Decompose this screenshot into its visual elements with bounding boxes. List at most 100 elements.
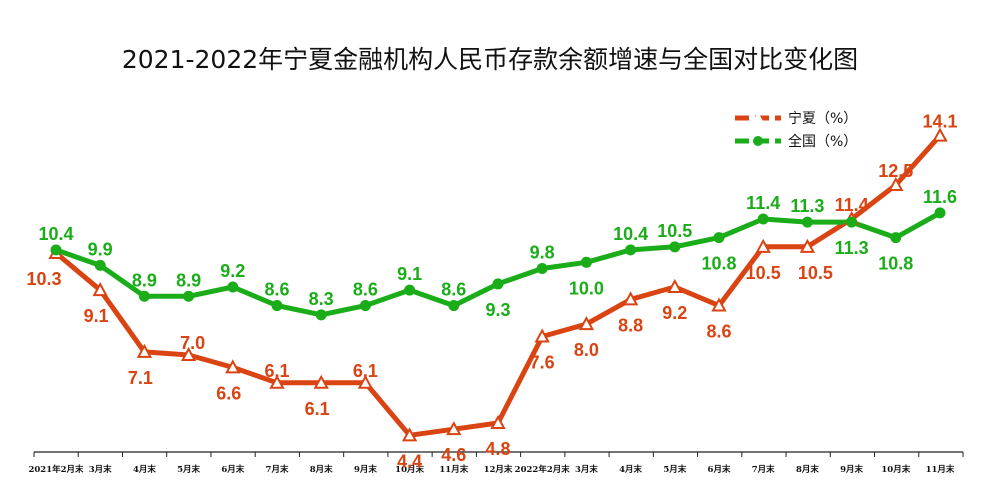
legend-label-national: 全国（%） [788,133,857,150]
data-label-ningxia: 6.1 [353,361,378,381]
data-label-national: 10.5 [657,221,692,241]
x-tick-label: 2022年2月末 [515,464,571,475]
data-label-ningxia: 4.4 [397,451,422,471]
data-point-ningxia [225,359,241,374]
data-point-ningxia [92,282,108,297]
data-point-ningxia [755,238,771,253]
data-label-ningxia: 11.4 [835,195,869,215]
data-label-national: 8.6 [264,280,289,300]
x-tick-label: 10月末 [395,464,424,475]
data-point-ningxia [357,374,374,389]
x-tick-label: 11月末 [439,464,468,475]
data-label-ningxia: 8.0 [574,340,599,360]
data-label-national: 8.6 [353,280,378,300]
data-label-ningxia: 10.3 [26,269,61,289]
legend-marker-ningxia [752,112,764,123]
data-label-ningxia: 7.6 [530,352,555,372]
legend-marker-national [753,136,763,146]
data-point-ningxia [269,374,285,389]
data-point-national [934,207,946,219]
x-axis: 2021年2月末 3月末 4月末 5月末 6月末 7月末 8月末 9月末 10月末 11月末 12月… [28,451,964,475]
data-point-national [183,290,195,302]
data-point-ningxia [711,297,727,312]
data-point-ningxia [446,421,462,436]
data-point-ningxia [932,127,948,142]
legend-label-ningxia: 宁夏（%） [788,110,857,127]
data-label-ningxia: 9.1 [84,306,109,326]
x-tick-label: 12月末 [484,464,513,475]
data-label-national: 10.4 [613,224,648,244]
data-label-national: 10.8 [701,254,736,274]
data-point-national [492,278,504,290]
data-label-ningxia: 8.6 [706,322,731,342]
data-label-ningxia: 12.5 [878,161,913,181]
data-label-national: 11.3 [835,238,869,258]
data-label-national: 9.2 [220,261,245,281]
data-label-ningxia: 6.1 [264,361,289,381]
data-point-national [315,309,327,321]
data-point-national [94,259,106,271]
data-label-national: 10.0 [569,278,604,298]
data-label-ningxia: 4.8 [485,439,510,459]
data-point-ningxia [622,291,639,306]
data-point-national [359,300,371,312]
data-label-ningxia: 10.5 [798,263,833,283]
data-point-ningxia [888,176,904,192]
data-point-ningxia [490,414,506,429]
x-tick-label: 7月末 [266,464,289,475]
data-point-national [138,290,150,302]
data-label-ningxia: 6.1 [305,399,330,419]
data-label-national: 9.8 [530,242,555,262]
series-layer [48,127,948,442]
data-label-national: 11.4 [746,193,780,213]
x-tick-label: 5月末 [177,464,200,475]
data-label-national: 11.3 [790,196,824,216]
data-point-national [669,241,681,253]
data-point-national [580,256,592,268]
data-point-national [625,244,637,256]
x-tick-label: 9月末 [840,464,863,475]
data-point-ningxia [136,343,153,358]
data-point-national [404,284,416,296]
data-label-national: 8.3 [309,289,334,309]
data-point-ningxia [534,328,550,343]
data-point-ningxia [180,346,197,361]
data-point-national [227,281,239,293]
data-label-national: 11.6 [923,187,957,207]
x-tick-label: 10月末 [881,464,910,475]
x-tick-label: 4月末 [619,464,642,475]
data-point-ningxia [578,316,595,331]
data-point-national [713,232,725,244]
data-point-national [448,300,460,312]
data-label-ningxia: 6.6 [216,383,241,403]
data-label-national: 10.4 [38,224,73,244]
data-label-national: 9.3 [485,300,510,320]
data-point-national [50,244,62,256]
x-tick-label: 8月末 [796,464,819,475]
legend-item-ningxia: 宁夏（%） [735,110,857,127]
data-label-national: 8.9 [176,270,201,290]
x-tick-label: 6月末 [221,464,244,475]
data-point-national [846,216,858,228]
data-point-national [271,300,283,312]
data-label-ningxia: 7.0 [180,333,205,353]
x-tick-label: 4月末 [133,464,156,475]
data-label-ningxia: 4.6 [441,445,466,465]
x-tick-label: 8月末 [310,464,333,475]
chart-title: 2021-2022年宁夏金融机构人民币存款余额增速与全国对比变化图 [122,45,858,74]
legend-item-national: 全国（%） [735,133,857,150]
data-label-ningxia: 7.1 [128,368,153,388]
data-point-ningxia [401,427,418,442]
data-point-ningxia [799,238,816,253]
data-label-ningxia: 10.5 [746,263,781,283]
data-label-national: 8.9 [132,270,157,290]
data-point-national [757,213,769,225]
x-tick-label: 2021年2月末 [28,464,84,475]
data-point-national [890,232,902,244]
x-tick-label: 11月末 [926,464,955,475]
data-point-ningxia [313,374,329,389]
data-label-national: 9.9 [88,239,113,259]
data-labels: 10.3 9.1 7.1 7.0 6.6 6.1 6.1 6.1 4.4 4.6 4.8 7.6 8.0… [26,112,957,472]
x-tick-label: 6月末 [708,464,731,475]
